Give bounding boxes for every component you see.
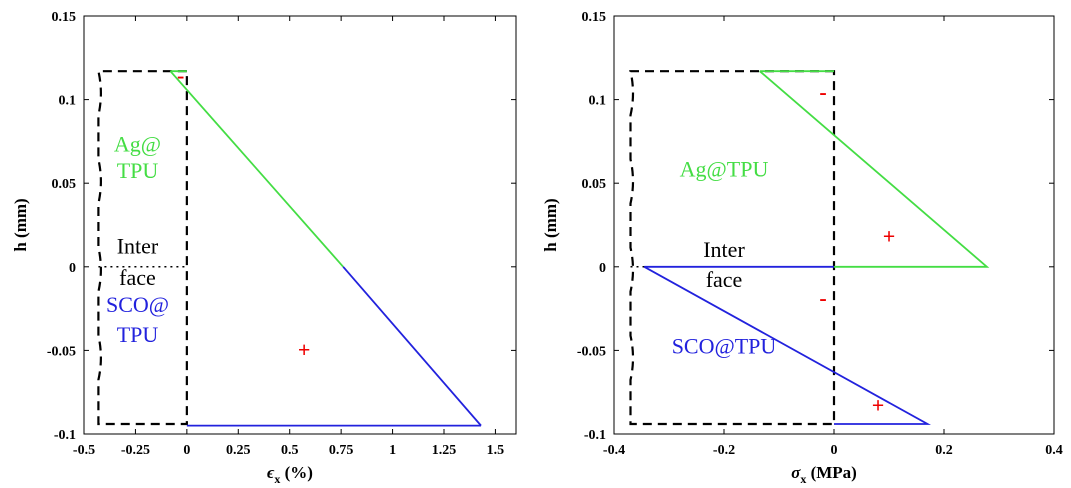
layer-outline-dashed [629, 70, 836, 426]
y-tick-label: 0.15 [582, 10, 607, 25]
series-line-4 [643, 266, 931, 425]
y-tick-label: -0.05 [577, 344, 606, 359]
y-tick-label: -0.05 [47, 344, 76, 359]
x-tick-label: 0.25 [226, 443, 251, 458]
x-tick-label: -0.5 [73, 443, 95, 458]
y-tick-label: 0.1 [59, 94, 77, 109]
y-tick-label: 0 [599, 261, 606, 276]
layer-annotation: Inter [117, 233, 159, 258]
layer-annotation: SCO@ [106, 292, 169, 317]
layer-annotation: TPU [117, 322, 159, 347]
chart-panel-2: -0.4 -0.2 0 0.2 0.4 -0.1 -0.05 0 0.05 0.1 0.15 σx (… [541, 10, 1063, 486]
x-tick-label: 0 [183, 443, 190, 458]
sign-annotation: - [819, 285, 826, 310]
y-tick-label: 0 [69, 261, 76, 276]
layer-annotation: Ag@TPU [680, 157, 769, 182]
sign-annotation: - [177, 63, 184, 88]
sign-annotation: + [883, 223, 896, 248]
series-line-3 [342, 266, 482, 427]
x-tick-label: 1.5 [487, 443, 505, 458]
x-axis-label: σx (MPa) [791, 463, 857, 486]
x-tick-label: -0.2 [713, 443, 735, 458]
x-tick-label: 0.4 [1045, 443, 1063, 458]
series-line-1 [169, 70, 344, 268]
layer-annotation: face [706, 267, 743, 292]
layer-annotation: SCO@TPU [672, 334, 777, 359]
sign-annotation: - [819, 80, 826, 105]
layer-annotation: TPU [117, 158, 159, 183]
x-tick-label: 1.25 [432, 443, 457, 458]
x-tick-label: -0.4 [603, 443, 625, 458]
y-tick-label: -0.1 [54, 428, 76, 443]
y-axis-label: h (mm) [541, 198, 560, 251]
x-axis-label: ϵx (%) [267, 463, 313, 486]
y-axis-label: h (mm) [11, 198, 30, 251]
y-tick-label: 0.05 [52, 177, 77, 192]
sign-annotation: + [872, 392, 885, 417]
y-tick-label: 0.1 [589, 94, 607, 109]
sign-annotation: + [298, 337, 311, 362]
y-tick-label: 0.05 [582, 177, 607, 192]
layer-annotation: Inter [703, 237, 745, 262]
x-tick-label: -0.25 [121, 443, 150, 458]
y-tick-label: 0.15 [52, 10, 77, 25]
axes-box [83, 15, 517, 435]
x-tick-label: 0.5 [281, 443, 299, 458]
layer-annotation: face [119, 265, 156, 290]
series-line-2 [759, 70, 990, 268]
chart-panel-1: -0.5 -0.25 0 0.25 0.5 0.75 1 1.25 1.5-0.1-0.0500… [11, 10, 517, 486]
y-tick-label: -0.1 [584, 428, 606, 443]
x-tick-label: 0.75 [329, 443, 354, 458]
x-tick-label: 1 [389, 443, 396, 458]
x-tick-label: 0.2 [935, 443, 953, 458]
layer-annotation: Ag@ [114, 131, 161, 156]
x-tick-label: 0 [831, 443, 838, 458]
layer-outline-dashed [97, 70, 188, 426]
